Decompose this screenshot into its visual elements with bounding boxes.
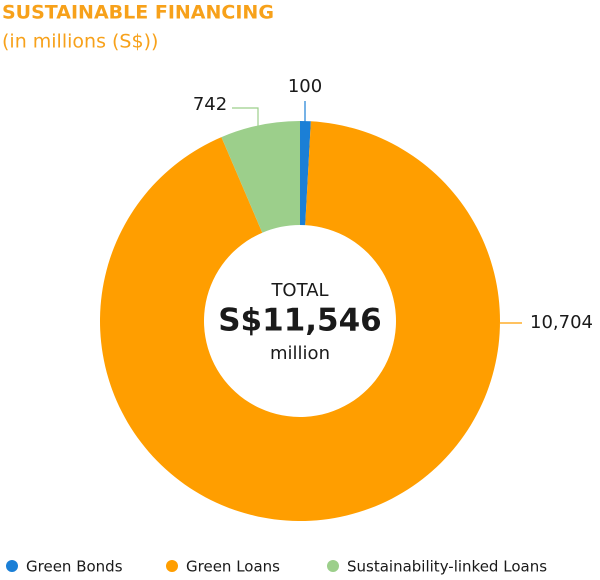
value-label: 10,704: [530, 312, 593, 333]
donut-slice: [221, 121, 300, 233]
legend-label: Green Bonds: [26, 558, 123, 576]
chart-title: SUSTAINABLE FINANCING: [2, 2, 274, 24]
center-label: TOTAL: [270, 280, 328, 301]
donut-slice: [300, 121, 311, 226]
value-label: 742: [193, 94, 227, 115]
legend-label: Green Loans: [186, 558, 280, 576]
center-value: S$11,546: [218, 303, 382, 339]
legend-label: Sustainability-linked Loans: [347, 558, 547, 576]
legend-marker: [327, 560, 339, 572]
center-unit: million: [270, 343, 330, 364]
legend-marker: [6, 560, 18, 572]
leader-line: [232, 107, 259, 126]
value-label: 100: [288, 76, 322, 97]
chart-subtitle: (in millions (S$)): [2, 31, 158, 53]
legend-marker: [166, 560, 178, 572]
donut-slice: [100, 121, 500, 521]
